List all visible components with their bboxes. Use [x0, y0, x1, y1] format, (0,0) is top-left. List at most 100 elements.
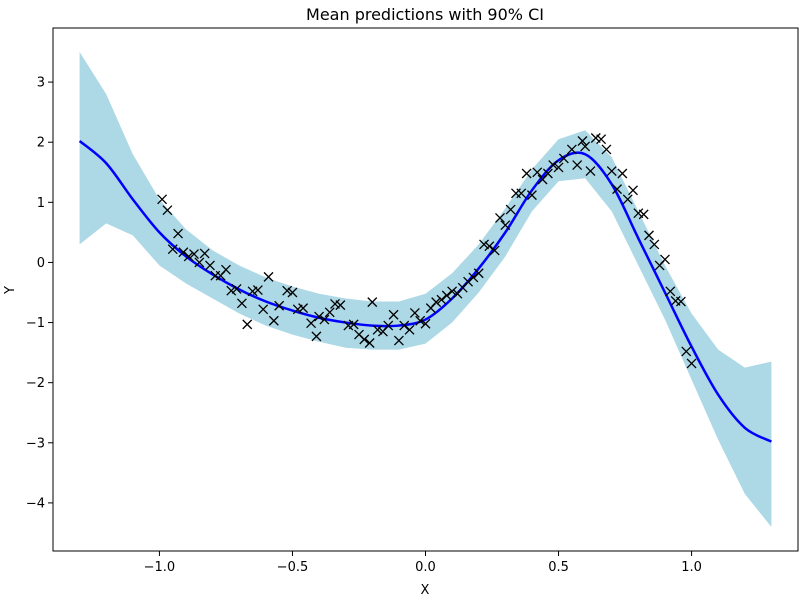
observation-marker: [314, 311, 325, 322]
observation-marker: [566, 144, 577, 155]
observation-marker: [580, 141, 591, 152]
observation-marker: [383, 320, 394, 331]
observation-marker: [226, 285, 237, 296]
observation-marker: [526, 190, 537, 201]
observation-marker: [194, 257, 205, 268]
x-tick-label: 0.5: [548, 560, 569, 575]
observation-marker: [157, 194, 168, 205]
observation-marker: [495, 213, 505, 223]
observation-marker: [263, 271, 274, 282]
observation-marker: [231, 283, 242, 294]
y-tick-label: −4: [26, 496, 45, 511]
observation-marker: [548, 160, 559, 171]
observation-marker: [252, 285, 263, 296]
observations: [157, 133, 697, 369]
x-tick-label: −1.0: [144, 560, 176, 575]
observation-marker: [644, 230, 654, 241]
observation-marker: [372, 324, 383, 335]
x-axis: −1.0 −0.5 0.0 0.5 1.0: [144, 551, 702, 575]
observation-marker: [622, 194, 633, 205]
mean-line: [78, 140, 772, 443]
observation-marker: [364, 338, 375, 348]
observation-marker: [558, 153, 569, 164]
observation-marker: [205, 260, 215, 271]
observation-marker: [606, 166, 617, 177]
observation-marker: [686, 358, 697, 369]
observation-marker: [258, 304, 269, 315]
observation-marker: [441, 290, 452, 301]
observation-marker: [282, 285, 293, 296]
observation-marker: [236, 298, 247, 309]
observation-marker: [268, 315, 279, 326]
observation-marker: [319, 314, 330, 325]
observation-marker: [409, 307, 420, 318]
observation-marker: [311, 331, 322, 342]
x-tick-label: −0.5: [277, 560, 309, 575]
observation-marker: [500, 220, 511, 231]
observation-marker: [162, 205, 173, 216]
observation-marker: [306, 318, 317, 329]
x-tick-label: 0.0: [415, 560, 436, 575]
observation-marker: [553, 162, 564, 173]
observation-marker: [463, 276, 474, 287]
y-tick-label: −1: [26, 316, 45, 331]
observation-marker: [274, 300, 285, 311]
observation-marker: [484, 241, 495, 252]
observation-marker: [367, 297, 378, 308]
plot-area: [78, 52, 772, 527]
observation-marker: [617, 168, 628, 179]
observation-marker: [388, 309, 399, 320]
x-tick-label: 1.0: [681, 560, 702, 575]
observation-marker: [167, 244, 178, 255]
observation-marker: [324, 307, 335, 318]
x-axis-label: X: [421, 583, 430, 598]
observation-marker: [447, 286, 458, 297]
observation-marker: [287, 287, 298, 298]
observation-marker: [577, 136, 588, 146]
y-axis-label: Y: [3, 286, 18, 295]
observation-marker: [681, 346, 692, 357]
observation-marker: [601, 144, 612, 155]
observation-marker: [242, 319, 253, 330]
observation-marker: [542, 168, 553, 179]
ci-band: [79, 52, 772, 527]
observation-marker: [521, 168, 532, 179]
observation-marker: [675, 296, 686, 307]
y-tick-label: −3: [26, 436, 45, 451]
observation-marker: [572, 160, 583, 171]
observation-marker: [335, 300, 346, 311]
observation-marker: [404, 324, 415, 335]
observation-marker: [199, 248, 210, 259]
observation-marker: [612, 184, 623, 195]
observation-marker: [220, 264, 231, 275]
observation-marker: [399, 320, 410, 331]
observation-marker: [585, 166, 596, 177]
observation-marker: [473, 268, 484, 279]
observation-marker: [436, 294, 447, 305]
observation-marker: [665, 286, 676, 297]
observation-marker: [468, 272, 479, 283]
observation-marker: [489, 245, 500, 256]
observation-marker: [415, 315, 426, 326]
y-tick-label: −2: [26, 376, 45, 391]
axes-frame: [52, 27, 799, 552]
observation-marker: [532, 167, 543, 178]
chart-title: Mean predictions with 90% CI: [306, 5, 544, 24]
observation-marker: [596, 134, 607, 145]
observation-marker: [516, 188, 527, 199]
y-tick-label: 1: [37, 196, 45, 211]
observation-marker: [183, 251, 194, 262]
observation-marker: [359, 334, 370, 345]
observation-marker: [649, 239, 660, 250]
y-tick-label: 0: [37, 256, 45, 271]
observation-marker: [173, 228, 184, 239]
observation-marker: [431, 297, 442, 308]
observation-marker: [638, 209, 649, 220]
observation-marker: [660, 254, 670, 265]
observation-marker: [505, 204, 516, 215]
y-tick-label: 2: [37, 136, 45, 151]
y-tick-label: 3: [37, 76, 45, 91]
observation-marker: [178, 247, 189, 258]
observation-marker: [420, 318, 431, 329]
